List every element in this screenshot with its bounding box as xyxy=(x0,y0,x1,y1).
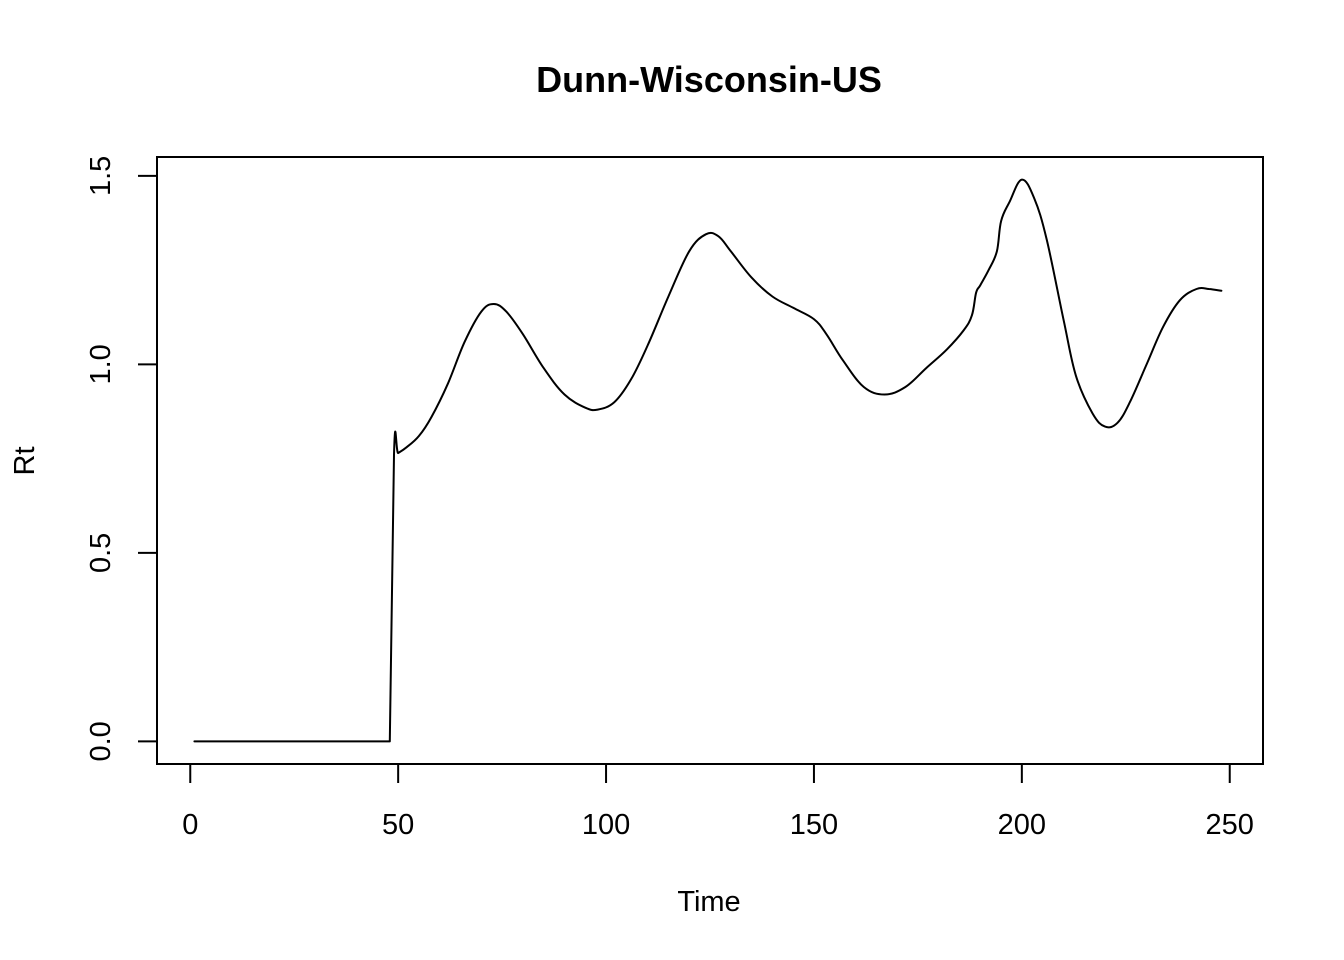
y-tick-label: 1.5 xyxy=(85,156,117,196)
x-tick-label: 0 xyxy=(182,809,198,841)
x-tick-label: 150 xyxy=(790,809,838,841)
y-tick-label: 0.5 xyxy=(85,533,117,573)
x-tick-label: 100 xyxy=(582,809,630,841)
x-tick-label: 200 xyxy=(998,809,1046,841)
x-tick-label: 50 xyxy=(382,809,414,841)
y-axis-label: Rt xyxy=(9,447,41,476)
series-line-rt xyxy=(193,178,1223,743)
x-axis-label: Time xyxy=(677,886,740,918)
plot-frame xyxy=(156,156,1264,765)
chart-title: Dunn-Wisconsin-US xyxy=(536,59,882,100)
y-tick-label: 1.0 xyxy=(85,344,117,384)
y-tick-label: 0.0 xyxy=(85,721,117,761)
x-tick-label: 250 xyxy=(1206,809,1254,841)
x-axis: 0 50 100 150 200 250 xyxy=(182,763,1254,841)
y-axis: 0.0 0.5 1.0 1.5 xyxy=(85,156,158,762)
